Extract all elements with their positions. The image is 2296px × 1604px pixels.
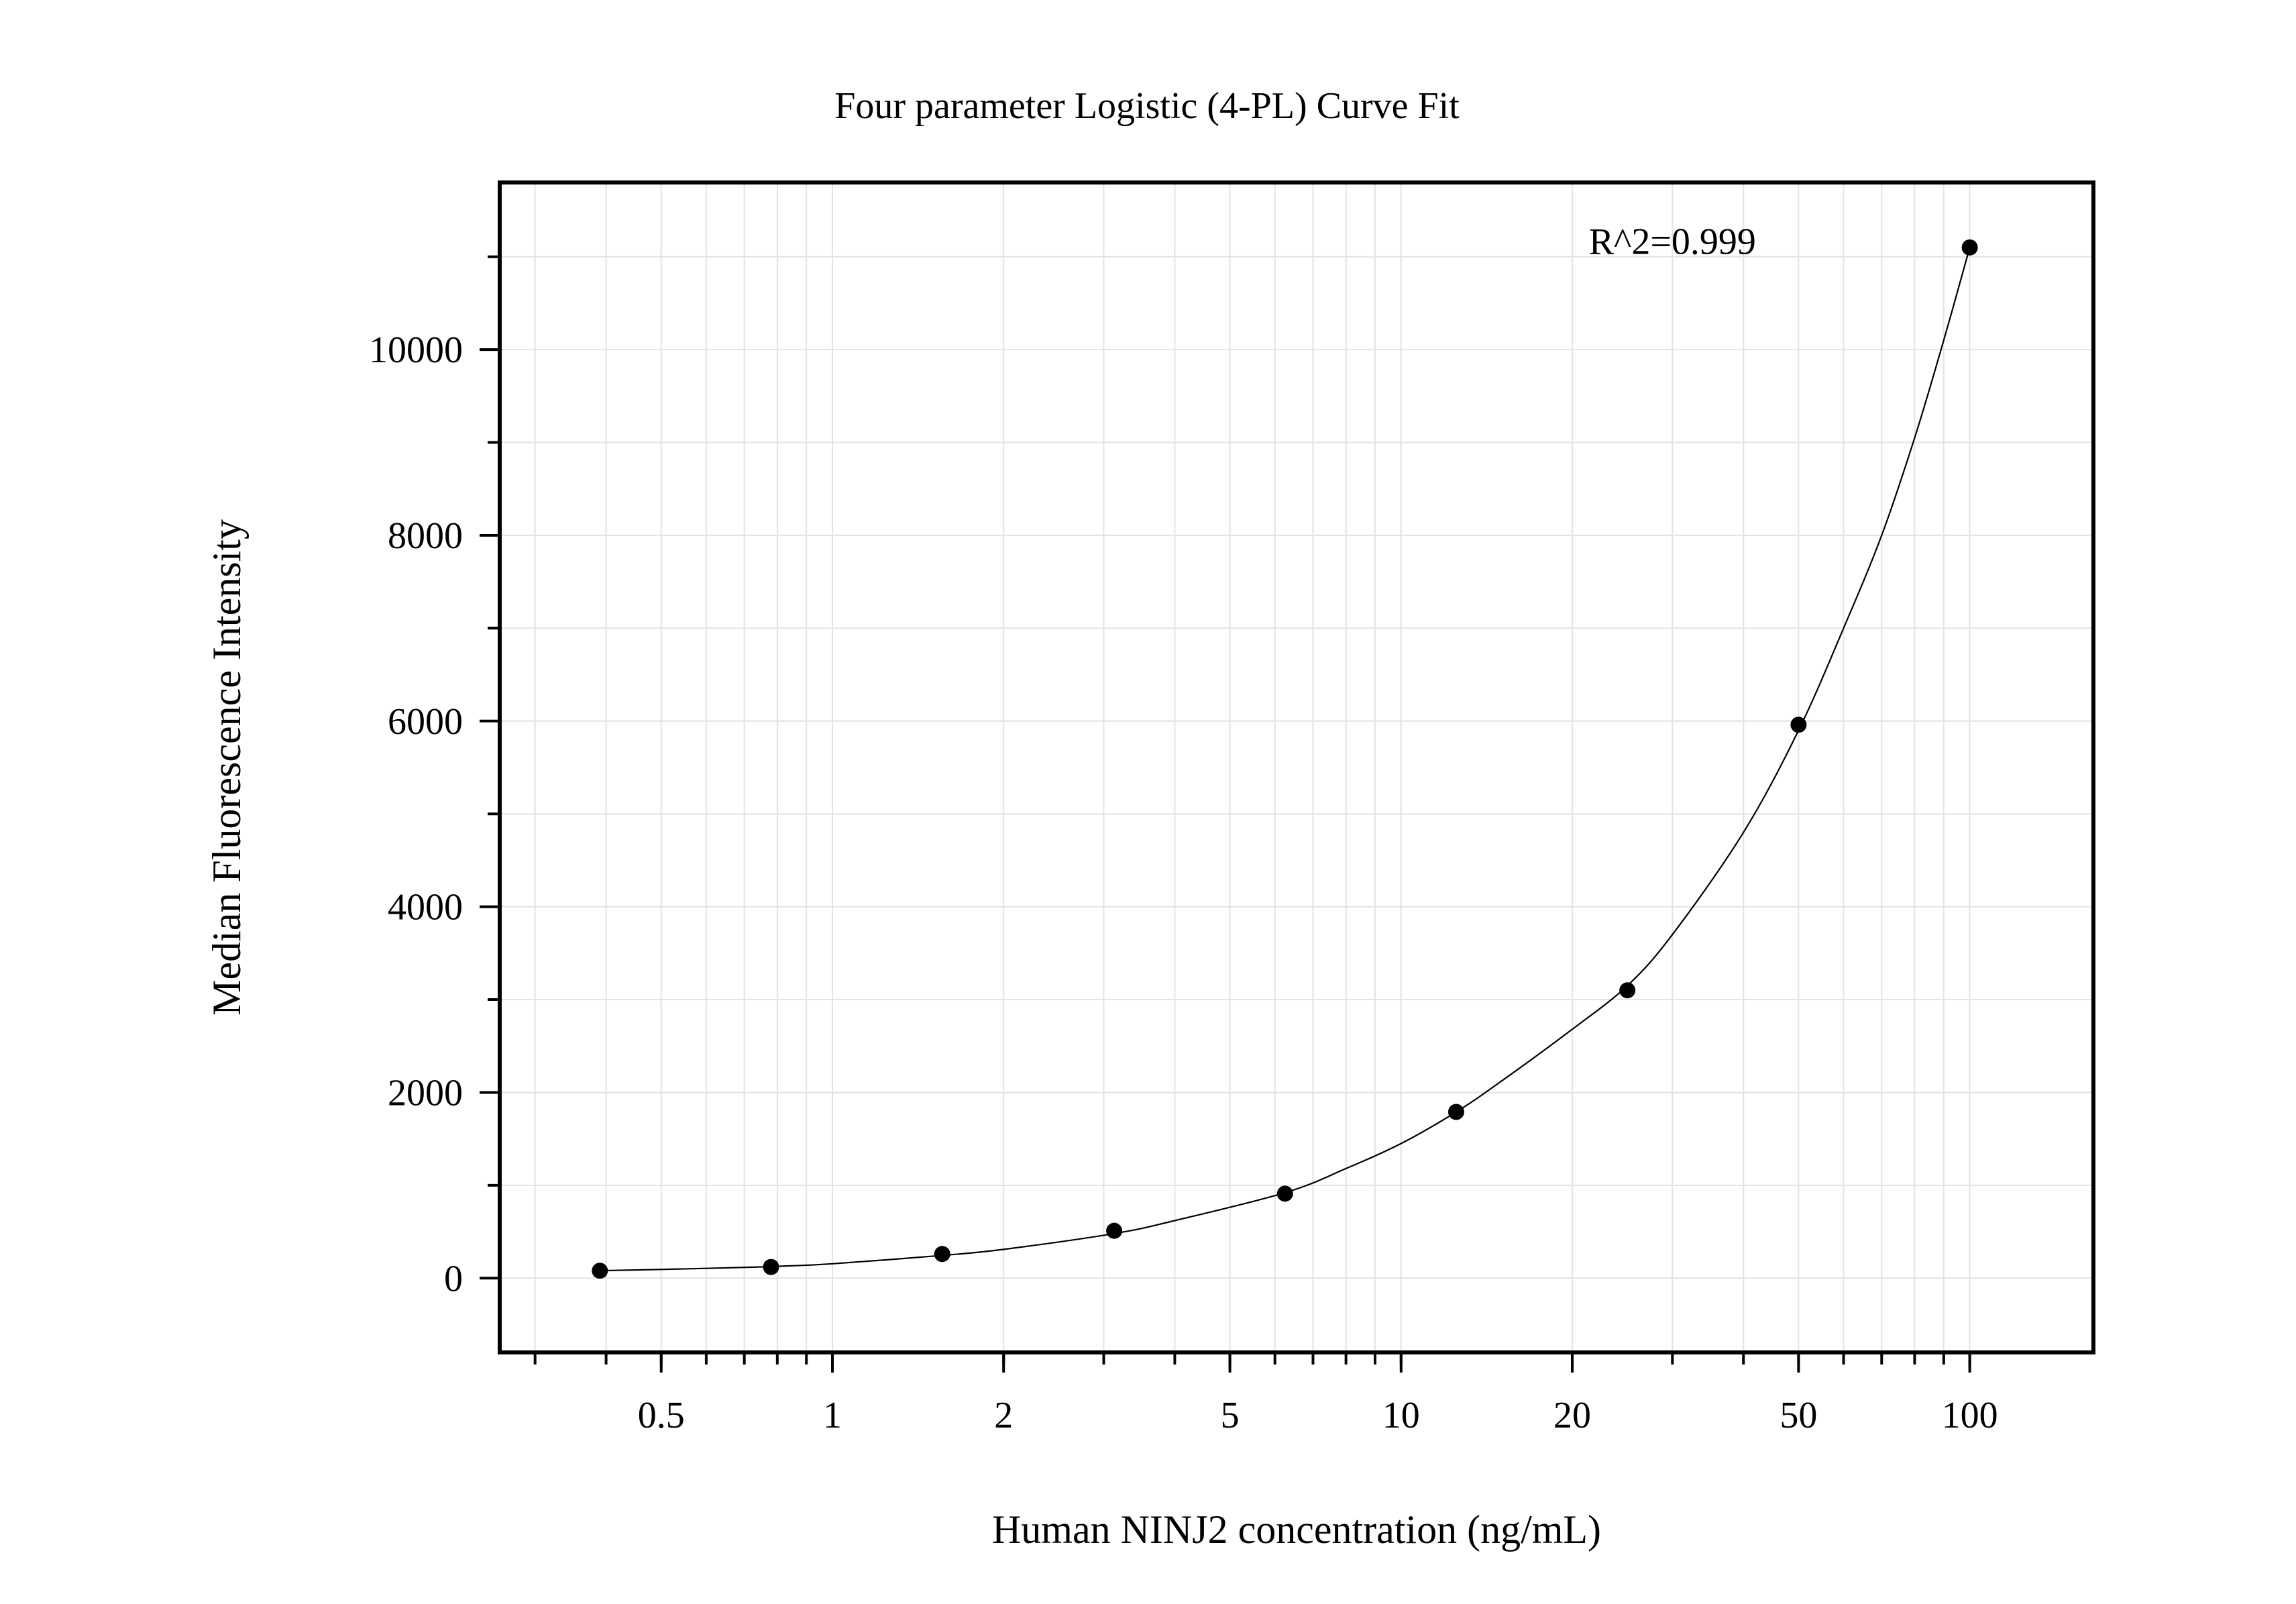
y-tick-label: 6000: [388, 701, 463, 743]
data-point: [1961, 239, 1978, 256]
data-point: [1276, 1185, 1293, 1202]
y-tick-label: 2000: [388, 1072, 463, 1114]
data-points: [592, 239, 1978, 1279]
y-tick-label: 4000: [388, 887, 463, 928]
data-point: [1790, 716, 1807, 733]
data-point: [1447, 1104, 1464, 1120]
grid-lines: [500, 182, 2093, 1352]
x-tick-label: 10: [1382, 1395, 1420, 1436]
x-tick-label: 5: [1221, 1395, 1240, 1436]
chart-title: Four parameter Logistic (4-PL) Curve Fit: [834, 85, 1460, 127]
x-tick-label: 50: [1780, 1395, 1817, 1436]
fit-curve: [600, 247, 1971, 1272]
plot-frame: [498, 180, 2095, 1354]
y-tick-label: 8000: [388, 515, 463, 557]
x-tick-label: 20: [1553, 1395, 1591, 1436]
fit-curve-layer: [600, 247, 1971, 1272]
data-point: [1619, 982, 1636, 999]
y-axis-label: Median Fluorescence Intensity: [205, 519, 249, 1016]
data-point: [934, 1246, 950, 1263]
x-tick-label: 0.5: [638, 1395, 685, 1436]
r-squared-annotation: R^2=0.999: [1589, 221, 1756, 263]
tick-labels: 0.5 1 2 5 10 20 50 100 0 2000 4000 6000 8000 10000: [369, 329, 1998, 1436]
data-point: [1106, 1222, 1123, 1239]
x-axis-label: Human NINJ2 concentration (ng/mL): [992, 1507, 1601, 1552]
data-point: [592, 1263, 608, 1279]
y-tick-label: 10000: [369, 329, 463, 371]
x-tick-label: 2: [994, 1395, 1013, 1436]
x-tick-label: 1: [823, 1395, 842, 1436]
x-tick-label: 100: [1942, 1395, 1998, 1436]
y-tick-label: 0: [444, 1258, 463, 1299]
data-point: [763, 1259, 779, 1275]
